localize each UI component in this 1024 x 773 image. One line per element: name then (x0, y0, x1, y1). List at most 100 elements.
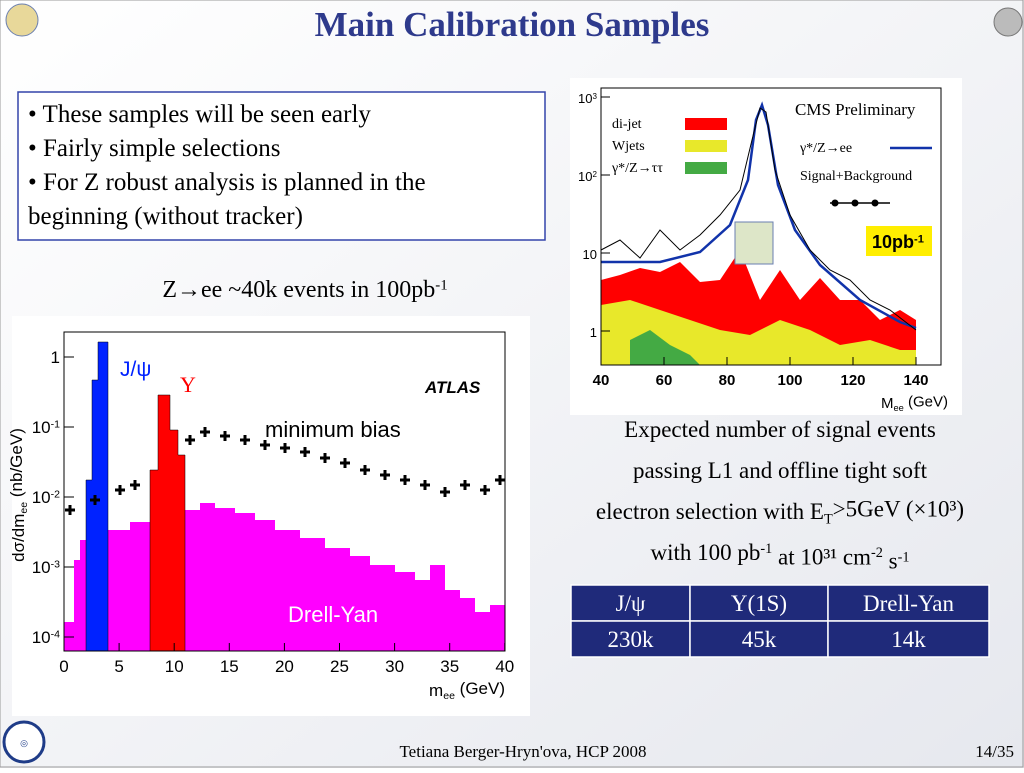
minimum-bias-points (65, 427, 505, 515)
y-tick-label: 1 (590, 325, 597, 340)
minbias-label: minimum bias (265, 417, 401, 442)
y-tick-label: 1 (51, 348, 60, 367)
table-cell (827, 620, 990, 658)
text-run: 1 (590, 325, 597, 340)
legend-zee: γ*/Z→ee (799, 141, 852, 156)
bullet-box (17, 91, 546, 241)
subscript: ee (18, 502, 30, 514)
cern-logo (2, 720, 46, 764)
text-run: 10 (32, 558, 51, 577)
left-axes: 0 5 10 15 20 25 30 35 40 1 10-1​ 10-2​ 10-3​ 10-4​ dσ/… (7, 348, 514, 702)
legend-ztautau-swatch (685, 162, 727, 174)
footer-author: Tetiana Berger-Hryn'ova, HCP 2008 (399, 742, 646, 761)
minbias-marker (90, 495, 100, 505)
text-run: Z→ee ~40k events in 100pb (162, 277, 435, 303)
superscript: 3 (593, 92, 598, 101)
x-tick-label: 20 (275, 657, 294, 676)
bullets: • These samples will be seen early • Fair… (28, 101, 426, 230)
x-tick-label: 140 (903, 372, 928, 389)
title: Main Calibration Samples (315, 5, 710, 44)
table-cell-text: 230k (608, 627, 655, 652)
expected-line: Expected number of signal events (624, 417, 936, 442)
minbias-marker (480, 485, 490, 495)
jpsi-label: J/ψ (120, 358, 151, 381)
jpsi-histogram (85, 341, 109, 652)
x-tick-label: 30 (385, 657, 404, 676)
text-run: Expected number of signal events (624, 417, 936, 442)
legend-sb-marker (851, 199, 859, 207)
subscript: ee (893, 403, 903, 413)
subscript: T (824, 511, 833, 527)
caption: Z→ee ~40k events in 100pb-1​ (162, 277, 447, 303)
minbias-marker (320, 453, 330, 463)
minbias-marker (420, 480, 430, 490)
x-tick-label: 40 (593, 372, 610, 389)
expected-line: passing L1 and offline tight soft (633, 458, 928, 483)
minbias-marker (440, 487, 450, 497)
minbias-marker (300, 447, 310, 457)
superscript: -1 (51, 419, 61, 431)
text-run: 10 (32, 628, 51, 647)
text-run: 10 (32, 488, 51, 507)
y-tick-label: 10 (583, 247, 597, 262)
minbias-marker (400, 475, 410, 485)
expected-line: with 100 pb-1​ at 10³¹ cm-2​ s-1​ (651, 540, 910, 574)
text-run: 10pb (872, 232, 914, 252)
atlas-logo (993, 7, 1023, 37)
x-tick-label: 5 (114, 657, 123, 676)
minbias-marker (65, 505, 75, 515)
right-plot-frame (600, 87, 942, 366)
bullet: beginning (without tracker) (28, 203, 303, 230)
bullet: • For Z robust analysis is planned in th… (28, 169, 426, 196)
table: J/ψ Υ(1S) Drell-Yan 230k 45k 14k (570, 584, 990, 658)
text-run: dσ/dm (9, 514, 28, 562)
legend-sb-marker (831, 199, 839, 207)
table-header-text: Υ(1S) (731, 591, 787, 616)
x-tick-label: 10 (165, 657, 184, 676)
x-tick-label: 80 (719, 372, 736, 389)
legend-dijet-swatch (685, 118, 727, 130)
expected-line: electron selection with ET​>5GeV (×10³) (596, 496, 964, 527)
minbias-marker (380, 470, 390, 480)
data-histogram (600, 107, 917, 331)
x-tick-label: 60 (656, 372, 673, 389)
minbias-marker (220, 431, 230, 441)
superscript: -1 (898, 550, 910, 566)
y-axis-label: dσ/dmee​ (nb/GeV) (7, 428, 30, 562)
minbias-marker (130, 480, 140, 490)
zee-curve (601, 101, 917, 330)
cms-inset-logo (734, 221, 774, 265)
text-run: 10 (32, 418, 51, 437)
legend-dijet: di-jet (612, 117, 642, 132)
table-cell-text: 45k (742, 627, 777, 652)
superscript: -2 (51, 489, 61, 501)
bullet: • These samples will be seen early (28, 101, 371, 128)
table-header-text: Drell-Yan (863, 591, 954, 616)
y-tick-label: 10-1​ (32, 418, 60, 437)
text-run: passing L1 and offline tight soft (633, 458, 928, 483)
superscript: -1 (914, 233, 924, 245)
text-run: 10 (583, 247, 597, 262)
x-tick-label: 120 (840, 372, 865, 389)
ztautau-histogram (630, 330, 700, 365)
table-header-text: J/ψ (616, 591, 646, 616)
superscript: 2 (593, 170, 598, 179)
minbias-marker (495, 475, 505, 485)
y-tick-label: 10-2​ (32, 488, 60, 507)
y-tick-label: 10-3​ (32, 558, 60, 577)
superscript: -1 (435, 278, 447, 294)
minbias-marker (340, 458, 350, 468)
y-tick-label: 103​ (578, 91, 597, 106)
lumi-box (866, 226, 932, 256)
bullet: • Fairly simple selections (28, 135, 280, 162)
minbias-marker (115, 485, 125, 495)
subscript: ee (443, 690, 455, 702)
text-run: M (881, 395, 894, 412)
x-tick-label: 100 (777, 372, 802, 389)
minbias-marker (360, 465, 370, 475)
y-tick-label: 102​ (578, 169, 597, 184)
cms-logo (5, 3, 39, 37)
